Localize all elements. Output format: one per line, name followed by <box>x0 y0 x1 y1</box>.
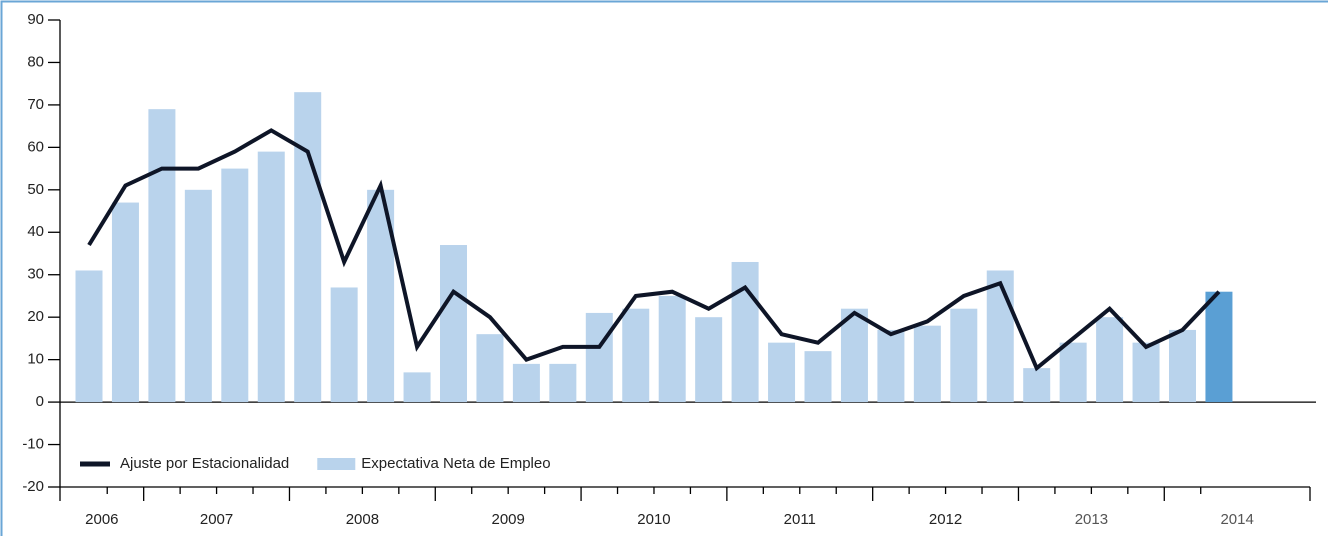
bar <box>330 287 358 403</box>
y-tick-label: 60 <box>27 138 44 155</box>
bar <box>877 329 905 403</box>
x-group-label: 2008 <box>346 511 379 528</box>
bar <box>257 151 285 403</box>
y-tick-label: 40 <box>27 223 44 240</box>
bar <box>658 295 686 403</box>
x-group-label: 2013 <box>1075 511 1108 528</box>
bar <box>1059 342 1087 403</box>
line <box>87 128 1221 372</box>
bar <box>512 363 540 403</box>
y-tick-label: -10 <box>22 436 44 453</box>
bar <box>75 270 103 403</box>
bar <box>1023 368 1051 403</box>
y-tick-label: 0 <box>36 393 44 410</box>
bar <box>111 202 139 403</box>
y-tick-label: 20 <box>27 308 44 325</box>
bar <box>622 308 650 403</box>
bar <box>1096 317 1124 403</box>
bar <box>585 312 613 403</box>
y-tick-label: 80 <box>27 53 44 70</box>
legend-swatch <box>317 458 356 470</box>
y-tick-label: 50 <box>27 181 44 198</box>
bar <box>695 317 723 403</box>
bar <box>950 308 978 403</box>
bar <box>913 325 941 403</box>
bar <box>1169 329 1196 403</box>
bar <box>184 189 212 403</box>
x-group-label: 2010 <box>637 511 670 528</box>
bar <box>148 109 176 403</box>
bar <box>221 168 249 403</box>
legend-label: Expectativa Neta de Empleo <box>361 455 550 472</box>
bar <box>440 245 467 403</box>
bar <box>1132 342 1160 403</box>
bar <box>731 261 759 403</box>
bar <box>294 92 322 403</box>
y-tick-label: 30 <box>27 266 44 283</box>
legend-label: Ajuste por Estacionalidad <box>120 455 289 472</box>
y-tick-label: 10 <box>27 351 44 368</box>
y-tick-label: 70 <box>27 96 44 113</box>
x-group-label: 2014 <box>1220 511 1253 528</box>
bar <box>840 308 868 403</box>
y-tick-label: -20 <box>22 478 44 495</box>
y-tick-label: 90 <box>27 11 44 28</box>
bar <box>986 270 1014 403</box>
x-group-label: 2012 <box>929 511 962 528</box>
x-group-label: 2007 <box>200 511 233 528</box>
bar <box>1205 291 1233 403</box>
bar <box>403 372 431 403</box>
bar <box>804 351 832 403</box>
bar <box>549 363 577 403</box>
x-group-label: 2006 <box>85 511 118 528</box>
x-group-label: 2009 <box>491 511 524 528</box>
bar <box>768 342 796 403</box>
x-group-label: 2011 <box>784 511 816 528</box>
bar <box>476 334 504 403</box>
